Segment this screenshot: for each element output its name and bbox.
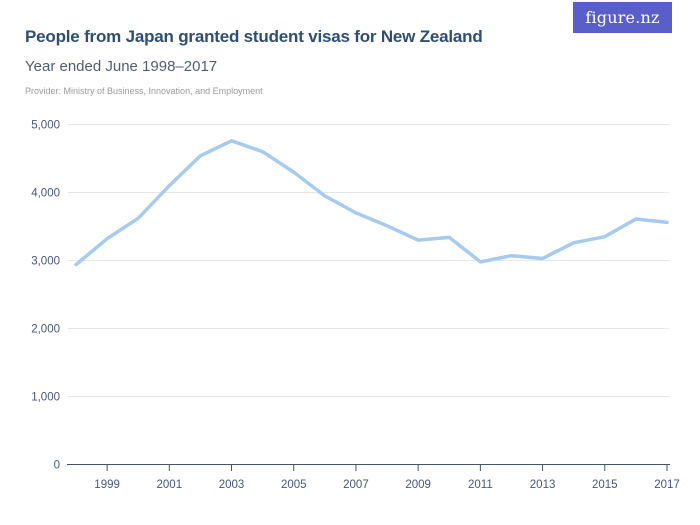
x-axis-label: 2015 [592,479,618,491]
chart-subtitle: Year ended June 1998–2017 [25,58,218,75]
x-axis-label: 2013 [530,479,556,491]
x-axis-label: 2005 [281,479,307,491]
provider-attribution: Provider: Ministry of Business, Innovati… [25,86,263,96]
x-axis-label: 2007 [343,479,369,491]
x-axis-label: 1999 [94,479,120,491]
page-title: People from Japan granted student visas … [25,27,483,46]
y-axis-label: 1,000 [31,392,60,404]
x-axis-label: 2001 [157,479,183,491]
x-axis-label: 2009 [405,479,431,491]
figure-nz-logo-text: figure.nz [585,8,660,27]
figure-nz-logo[interactable]: figure.nz [573,2,672,33]
y-axis-label: 4,000 [31,188,60,200]
x-axis-label: 2003 [219,479,245,491]
y-axis-label: 2,000 [31,324,60,336]
y-axis-label: 3,000 [31,256,60,268]
y-axis-label: 5,000 [31,120,60,132]
x-axis-label: 2017 [654,479,680,491]
x-axis-label: 2011 [468,479,493,491]
data-line [74,139,669,267]
y-axis-label: 0 [54,460,60,472]
